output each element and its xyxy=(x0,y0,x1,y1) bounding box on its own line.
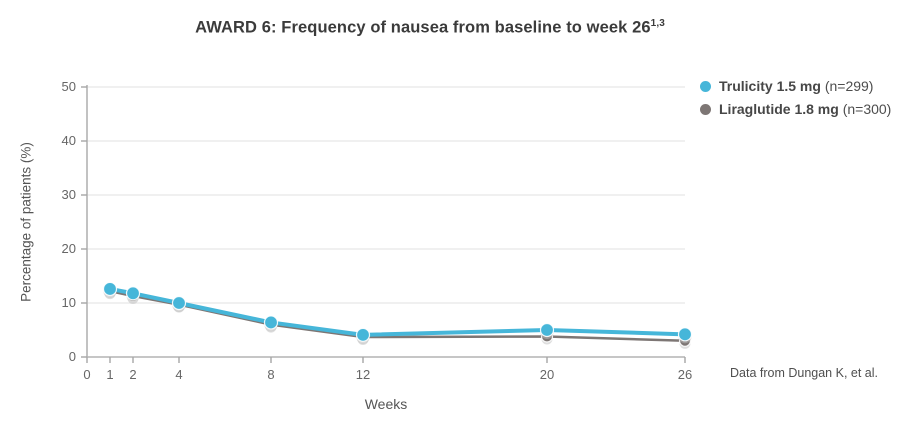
y-tick-label: 10 xyxy=(61,295,76,310)
data-point-trulicity xyxy=(102,281,118,297)
chart-title-superscript: 1,3 xyxy=(650,18,665,29)
data-point-trulicity xyxy=(171,295,187,311)
liraglutide-marker-icon xyxy=(700,103,711,115)
y-tick-label: 50 xyxy=(61,79,76,94)
legend: Trulicity 1.5 mg (n=299) Liraglutide 1.8… xyxy=(700,78,891,117)
x-tick-label: 1 xyxy=(106,367,114,382)
x-tick-label: 20 xyxy=(539,367,555,382)
data-point-trulicity xyxy=(263,315,279,330)
x-tick-label: 4 xyxy=(175,367,183,382)
y-tick-label: 30 xyxy=(61,187,76,202)
y-tick-label: 20 xyxy=(61,241,76,256)
y-tick-label: 40 xyxy=(61,133,76,148)
legend-liraglutide-label: Liraglutide 1.8 mg xyxy=(719,101,839,117)
y-tick-label: 0 xyxy=(68,349,76,364)
x-axis-label: Weeks xyxy=(364,396,408,412)
data-point-trulicity xyxy=(539,322,555,338)
source-note: Data from Dungan K, et al. xyxy=(730,366,878,380)
data-point-trulicity xyxy=(677,327,693,342)
x-tick-label: 0 xyxy=(83,367,91,382)
legend-item-liraglutide: Liraglutide 1.8 mg (n=300) xyxy=(700,101,891,117)
legend-trulicity-n: (n=299) xyxy=(824,78,874,94)
x-tick-label: 12 xyxy=(355,367,371,382)
legend-trulicity-label: Trulicity 1.5 mg xyxy=(719,78,821,94)
x-tick-label: 8 xyxy=(267,367,275,382)
data-point-trulicity xyxy=(125,286,141,301)
legend-liraglutide-n: (n=300) xyxy=(842,101,892,117)
chart-title-text: AWARD 6: Frequency of nausea from baseli… xyxy=(195,18,651,37)
x-tick-label: 26 xyxy=(677,367,693,382)
x-tick-label: 2 xyxy=(129,367,137,382)
trulicity-marker-icon xyxy=(700,80,711,92)
series-line-trulicity xyxy=(108,286,687,337)
chart-title: AWARD 6: Frequency of nausea from baseli… xyxy=(0,18,860,38)
data-point-trulicity xyxy=(355,327,371,342)
legend-item-trulicity: Trulicity 1.5 mg (n=299) xyxy=(700,78,891,94)
